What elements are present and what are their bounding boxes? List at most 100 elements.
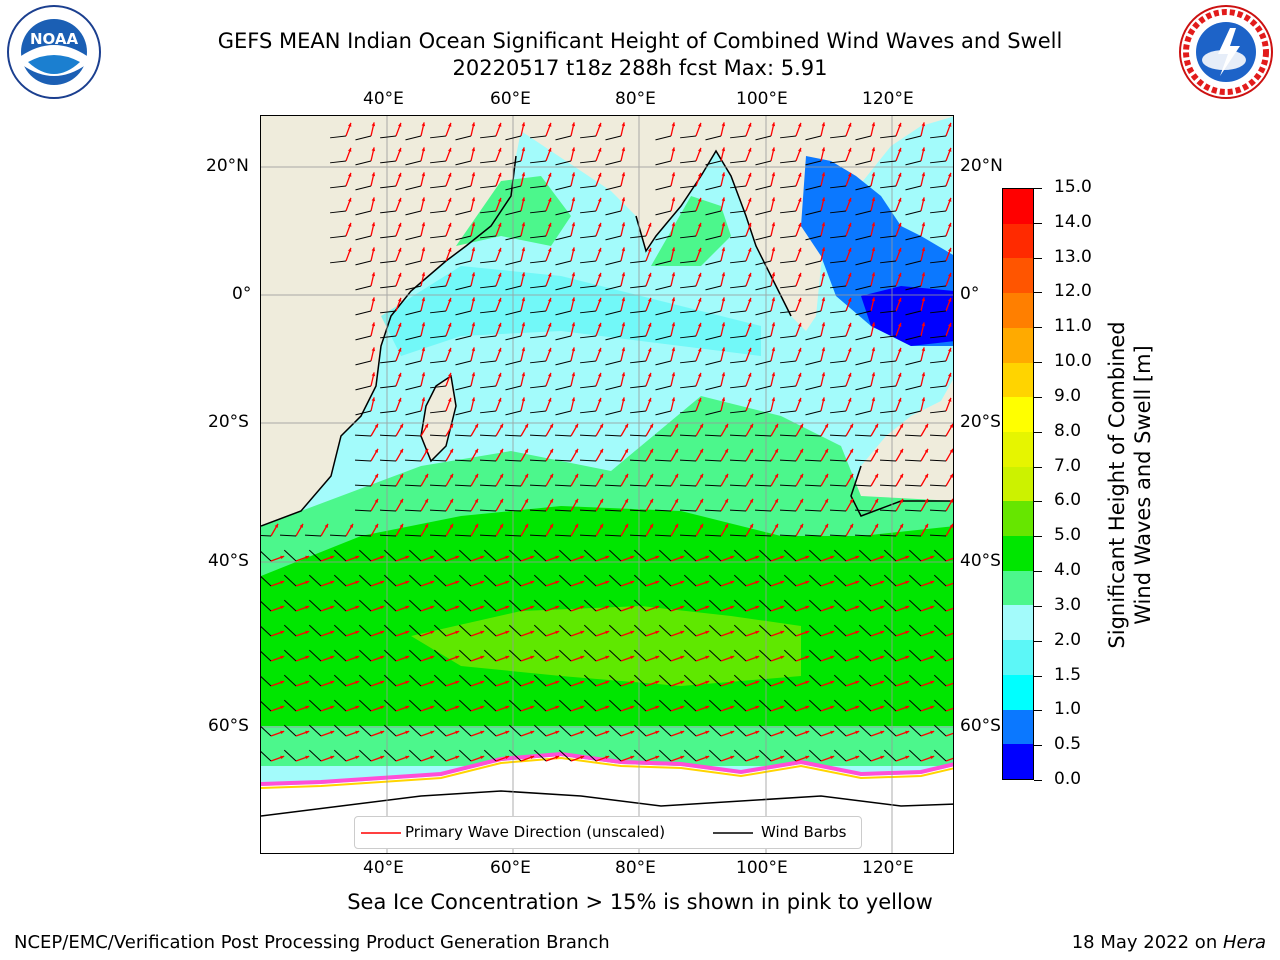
lon-tick-bottom-100e: 100°E xyxy=(736,858,788,878)
wave-arrow-head xyxy=(747,197,752,202)
colorbar-swatch xyxy=(1003,362,1033,398)
wind-barb xyxy=(308,724,322,737)
lat-tick-left-20s: 20°S xyxy=(208,412,249,432)
wind-barb xyxy=(730,385,747,389)
wave-arrow-head xyxy=(880,755,885,760)
lat-tick-right-60s: 60°S xyxy=(960,716,1001,736)
wave-arrow-head xyxy=(305,580,310,585)
wind-barb xyxy=(729,459,747,462)
wave-arrow-head xyxy=(771,297,776,302)
wave-arrow-head xyxy=(421,172,426,177)
wind-barb xyxy=(829,459,847,462)
wind-barb xyxy=(658,574,672,587)
wind-barb xyxy=(430,135,447,139)
colorbar-tick xyxy=(1034,466,1042,468)
wind-barb xyxy=(633,749,647,762)
wave-arrow-head xyxy=(805,605,810,610)
wind-barb xyxy=(708,674,722,687)
wind-barb xyxy=(508,574,522,587)
wind-barb xyxy=(880,335,897,339)
wind-barb xyxy=(708,649,722,662)
wave-arrow-head xyxy=(724,423,728,428)
wind-barb xyxy=(629,509,647,512)
wind-barb xyxy=(583,574,597,587)
lat-tick-left-40s: 40°S xyxy=(208,551,249,571)
wave-arrow-head xyxy=(280,605,285,610)
wind-barb xyxy=(555,135,572,141)
wind-barb xyxy=(829,434,847,437)
wind-barb xyxy=(454,434,472,437)
wave-arrow-head xyxy=(671,272,676,277)
wave-arrow-head xyxy=(849,473,853,478)
wave-arrow-head xyxy=(449,523,453,528)
wave-arrow-head xyxy=(624,448,628,453)
colorbar-level-label: 8.0 xyxy=(1054,420,1082,441)
wind-barb xyxy=(380,410,397,414)
wave-arrow-head xyxy=(847,147,852,152)
wave-arrow-head xyxy=(530,680,535,685)
wave-arrow-head xyxy=(747,322,752,327)
wave-arrow-head xyxy=(799,523,803,528)
wave-arrow-head xyxy=(421,147,426,152)
wave-arrow-head xyxy=(430,630,435,635)
wind-barb xyxy=(680,210,697,214)
wave-arrow-head xyxy=(521,222,526,227)
wave-arrow-head xyxy=(305,605,310,610)
wind-barb xyxy=(408,649,422,662)
wind-barb xyxy=(830,410,847,414)
wave-arrow-head xyxy=(399,448,403,453)
wave-arrow-head xyxy=(505,605,510,610)
wave-arrow-head xyxy=(897,172,902,177)
wind-barb xyxy=(905,410,922,416)
wind-barb xyxy=(405,335,422,341)
wind-barb xyxy=(854,534,872,537)
wind-barb xyxy=(580,160,597,164)
wind-barb xyxy=(833,649,847,662)
wind-barb xyxy=(455,335,472,341)
wind-barb xyxy=(680,160,697,164)
wave-arrow-head xyxy=(699,498,703,503)
wind-barb xyxy=(754,534,772,537)
wind-barb xyxy=(830,185,847,189)
wave-arrow-head xyxy=(871,322,876,327)
wave-arrow-head xyxy=(824,473,828,478)
wave-arrow-head xyxy=(397,247,402,252)
wind-barb xyxy=(483,574,497,587)
wind-barb xyxy=(580,385,597,389)
wave-arrow-head xyxy=(771,347,776,352)
wind-barb xyxy=(783,699,797,712)
coastline-india xyxy=(635,149,792,317)
colorbar-swatch xyxy=(1003,466,1033,502)
wind-barb xyxy=(833,699,847,712)
wave-arrow-head xyxy=(497,372,502,377)
wave-arrow-head xyxy=(924,523,928,528)
wind-barb xyxy=(383,599,397,612)
wind-barb xyxy=(830,260,847,264)
wind-barb xyxy=(308,549,322,562)
colorbar-title-line2: Wind Waves and Swell [m] xyxy=(1131,345,1155,625)
wave-arrow-head xyxy=(821,397,826,402)
wave-arrow-head xyxy=(480,680,485,685)
wind-barb xyxy=(904,484,922,487)
wind-barb xyxy=(358,724,372,737)
wind-barb xyxy=(333,649,347,662)
wind-barb xyxy=(858,674,872,687)
wind-barb xyxy=(655,360,672,366)
wave-arrow-head xyxy=(405,705,410,710)
colorbar-tick xyxy=(1034,675,1042,677)
wind-barb xyxy=(358,749,372,762)
wave-arrow-head xyxy=(771,222,776,227)
wind-barb xyxy=(833,599,847,612)
wind-barb xyxy=(783,574,797,587)
wind-barb xyxy=(358,599,372,612)
wave-arrow-head xyxy=(280,705,285,710)
wind-barb xyxy=(655,235,672,241)
wave-arrow-head xyxy=(897,222,902,227)
wind-barb xyxy=(383,624,397,637)
wave-arrow-head xyxy=(521,147,526,152)
wind-barb xyxy=(458,699,472,712)
wave-arrow-head xyxy=(455,680,460,685)
wave-arrow-head xyxy=(874,523,878,528)
wind-barb xyxy=(705,285,722,291)
wind-barb xyxy=(830,385,847,389)
